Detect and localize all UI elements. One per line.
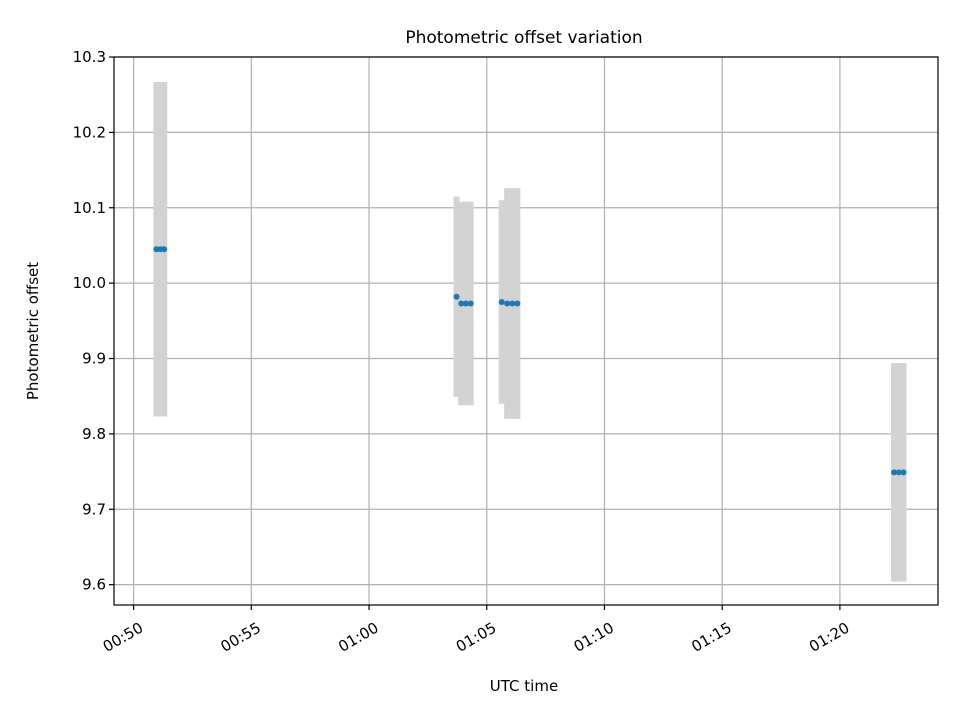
data-point bbox=[900, 469, 907, 476]
data-points bbox=[153, 246, 907, 476]
plot-frame bbox=[113, 56, 939, 606]
y-tick-label: 9.9 bbox=[82, 350, 106, 368]
y-tick-label: 10.2 bbox=[73, 123, 106, 141]
y-tick-label: 9.7 bbox=[82, 500, 106, 518]
y-tick-label: 10.1 bbox=[73, 199, 106, 217]
data-point bbox=[514, 300, 521, 307]
data-point bbox=[891, 469, 898, 476]
data-point bbox=[498, 298, 505, 305]
x-axis-label: UTC time bbox=[490, 677, 558, 695]
y-tick-label: 10.3 bbox=[73, 48, 106, 66]
data-point bbox=[453, 293, 460, 300]
data-point bbox=[458, 300, 465, 307]
data-point bbox=[462, 300, 469, 307]
data-point bbox=[895, 469, 902, 476]
grid bbox=[114, 56, 938, 605]
data-point bbox=[504, 300, 511, 307]
chart-title: Photometric offset variation bbox=[405, 28, 642, 48]
data-point bbox=[509, 300, 516, 307]
y-tick-label: 9.8 bbox=[82, 425, 106, 443]
data-point bbox=[467, 300, 474, 307]
y-tick-label: 9.6 bbox=[82, 576, 106, 594]
y-axis-label: Photometric offset bbox=[24, 262, 42, 400]
y-axis-ticks: 9.6 9.7 9.8 9.9 10.0 10.1 10.2 10.3 bbox=[73, 48, 114, 594]
data-point bbox=[161, 246, 168, 253]
y-tick-label: 10.0 bbox=[73, 274, 106, 292]
